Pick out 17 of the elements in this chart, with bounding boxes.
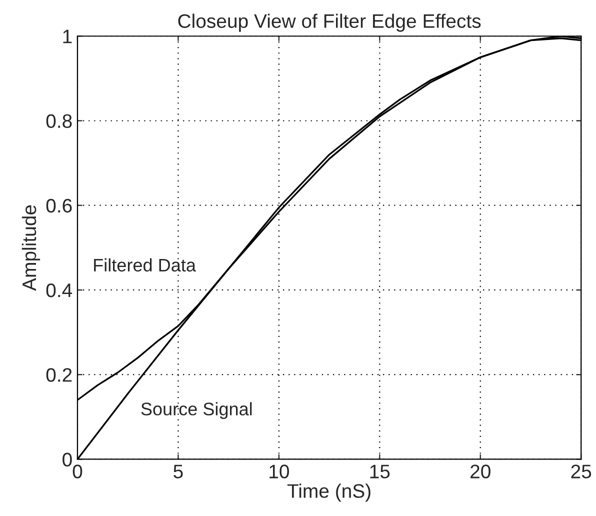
- chart-title: Closeup View of Filter Edge Effects: [178, 14, 481, 32]
- y-tick-label: 0.6: [46, 198, 72, 213]
- x-tick-label: 15: [370, 464, 390, 478]
- x-tick-label: 20: [470, 464, 490, 478]
- y-tick-label: 1: [63, 30, 72, 44]
- y-tick-label: 0.4: [46, 283, 72, 298]
- y-axis-title: Amplitude: [22, 205, 40, 291]
- x-tick-label: 5: [174, 464, 183, 478]
- annotation: Filtered Data: [94, 258, 196, 272]
- x-axis-title: Time (nS): [287, 484, 370, 502]
- x-tick-label: 25: [571, 464, 592, 478]
- y-tick-label: 0.2: [46, 368, 72, 382]
- x-tick-label: 0: [72, 464, 82, 478]
- y-tick-label: 0.8: [46, 114, 72, 128]
- annotation: Source Signal: [141, 402, 252, 419]
- x-tick-label: 10: [270, 464, 289, 478]
- y-tick-label: 0: [62, 452, 72, 466]
